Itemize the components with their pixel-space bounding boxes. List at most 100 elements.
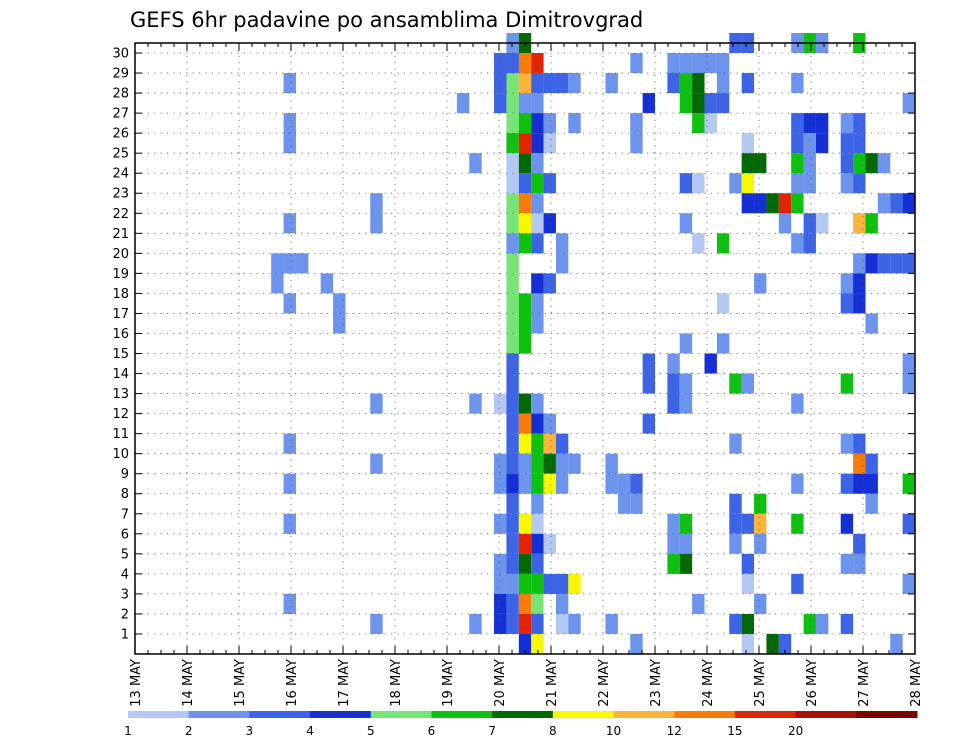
heatmap-cell: [531, 233, 544, 254]
heatmap-cell: [630, 133, 643, 154]
heatmap-cell: [518, 513, 532, 534]
heatmap-cell: [853, 293, 866, 314]
heatmap-cell: [506, 373, 519, 394]
heatmap-cell: [494, 93, 507, 114]
y-tick-label: 26: [112, 127, 129, 142]
heatmap-cell: [741, 613, 755, 634]
heatmap-cell: [605, 453, 618, 474]
heatmap-cell: [555, 233, 569, 254]
heatmap-cells: [271, 32, 915, 654]
heatmap-cell: [877, 193, 891, 214]
heatmap-cell: [791, 393, 804, 414]
heatmap-cell: [271, 273, 284, 294]
y-tick-label: 16: [112, 327, 129, 342]
heatmap-cell: [543, 433, 556, 454]
heatmap-cell: [741, 73, 755, 94]
heatmap-cell: [803, 153, 816, 174]
heatmap-cell: [518, 593, 532, 614]
heatmap-cell: [815, 113, 829, 134]
heatmap-cell: [865, 493, 878, 514]
heatmap-cell: [518, 573, 532, 594]
heatmap-cell: [531, 273, 544, 294]
heatmap-cell: [865, 313, 878, 334]
x-tick-label: 15 MAY: [233, 659, 248, 707]
heatmap-cell: [791, 473, 804, 494]
heatmap-cell: [617, 473, 631, 494]
heatmap-cell: [518, 233, 532, 254]
heatmap-cell: [902, 573, 915, 594]
heatmap-cell: [333, 293, 346, 314]
heatmap-cell: [667, 513, 680, 534]
heatmap-cell: [667, 373, 680, 394]
heatmap-cell: [518, 293, 532, 314]
heatmap-cell: [283, 113, 296, 134]
heatmap-cell: [518, 393, 532, 414]
y-tick-label: 17: [112, 307, 129, 322]
heatmap-cell: [506, 513, 519, 534]
heatmap-cell: [506, 533, 519, 554]
heatmap-cell: [555, 573, 569, 594]
heatmap-cell: [518, 453, 532, 474]
heatmap-cell: [716, 53, 730, 74]
heatmap-cell: [543, 573, 556, 594]
y-tick-label: 10: [112, 447, 129, 462]
heatmap-cell: [506, 393, 519, 414]
heatmap-cell: [531, 393, 544, 414]
heatmap-cell: [853, 533, 866, 554]
x-tick-label: 26 MAY: [805, 659, 820, 707]
x-tick-label: 18 MAY: [389, 659, 404, 707]
legend-label: 15: [727, 724, 742, 738]
heatmap-cell: [853, 473, 866, 494]
heatmap-cell: [531, 173, 544, 194]
heatmap-cell: [679, 513, 693, 534]
legend-color-swatch: [674, 711, 736, 718]
heatmap-cell: [791, 153, 804, 174]
heatmap-cell: [679, 73, 693, 94]
heatmap-cell: [840, 173, 854, 194]
heatmap-cell: [506, 553, 519, 574]
heatmap-cell: [865, 253, 878, 274]
heatmap-cell: [555, 593, 569, 614]
heatmap-cell: [494, 453, 507, 474]
heatmap-cell: [667, 73, 680, 94]
legend-color-swatch: [856, 711, 918, 718]
heatmap-cell: [568, 613, 581, 634]
heatmap-cell: [815, 613, 829, 634]
heatmap-cell: [295, 253, 309, 274]
heatmap-cell: [605, 73, 618, 94]
heatmap-cell: [840, 113, 854, 134]
heatmap-cell: [840, 293, 854, 314]
heatmap-cell: [729, 373, 742, 394]
heatmap-cell: [333, 313, 346, 334]
heatmap-cell: [840, 373, 854, 394]
heatmap-cell: [494, 53, 507, 74]
heatmap-cell: [704, 113, 717, 134]
heatmap-cell: [704, 353, 717, 374]
heatmap-cell: [754, 533, 767, 554]
x-tick-label: 23 MAY: [649, 659, 664, 707]
heatmap-cell: [877, 153, 891, 174]
legend-label: 10: [606, 724, 621, 738]
heatmap-cell: [506, 173, 519, 194]
heatmap-cell: [630, 493, 643, 514]
heatmap-cell: [506, 293, 519, 314]
x-tick-label: 24 MAY: [701, 659, 716, 707]
heatmap-cell: [741, 153, 755, 174]
heatmap-cell: [543, 453, 556, 474]
heatmap-cell: [531, 453, 544, 474]
heatmap-cell: [865, 473, 878, 494]
heatmap-cell: [506, 313, 519, 334]
heatmap-cell: [531, 213, 544, 234]
heatmap-cell: [506, 493, 519, 514]
legend-label: 1: [124, 724, 132, 738]
heatmap-cell: [741, 553, 755, 574]
legend-color-swatch: [552, 711, 615, 718]
heatmap-cell: [370, 213, 383, 234]
heatmap-cell: [791, 573, 804, 594]
y-tick-label: 13: [112, 387, 129, 402]
heatmap-cell: [494, 393, 507, 414]
heatmap-cell: [568, 113, 581, 134]
heatmap-cell: [543, 533, 556, 554]
heatmap-cell: [605, 473, 618, 494]
heatmap-cell: [791, 133, 804, 154]
